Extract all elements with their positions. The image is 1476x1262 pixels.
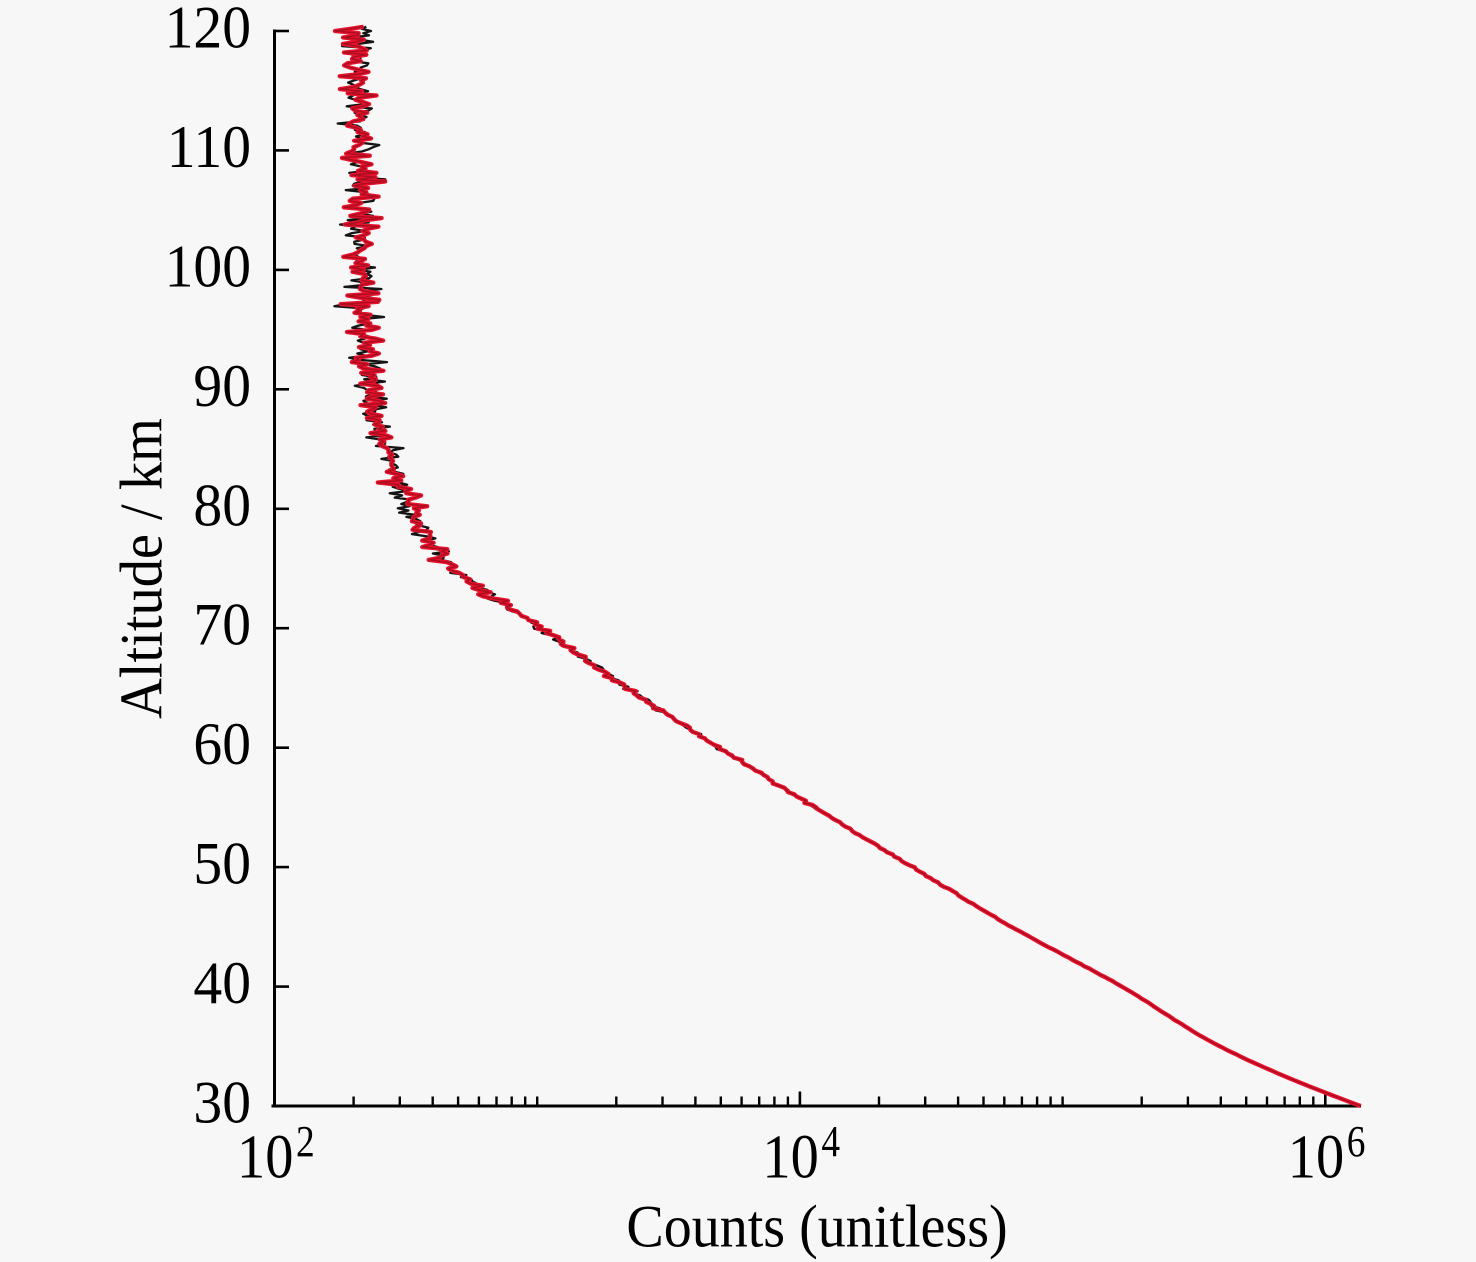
svg-text:10: 10 — [762, 1122, 818, 1191]
svg-text:90: 90 — [193, 353, 251, 419]
svg-text:100: 100 — [165, 233, 251, 299]
svg-text:4: 4 — [821, 1117, 840, 1165]
svg-text:10: 10 — [1288, 1122, 1344, 1191]
svg-text:6: 6 — [1347, 1117, 1366, 1165]
svg-text:120: 120 — [165, 0, 251, 61]
svg-text:2: 2 — [296, 1117, 315, 1165]
svg-text:70: 70 — [193, 592, 251, 658]
svg-text:50: 50 — [193, 831, 251, 897]
svg-text:110: 110 — [167, 114, 251, 180]
svg-text:30: 30 — [193, 1069, 251, 1135]
svg-text:Altitude / km: Altitude / km — [108, 418, 175, 719]
svg-text:60: 60 — [193, 711, 251, 777]
svg-text:10: 10 — [237, 1122, 293, 1191]
svg-text:80: 80 — [193, 472, 251, 538]
svg-text:40: 40 — [193, 950, 251, 1016]
svg-text:Counts (unitless): Counts (unitless) — [626, 1193, 1007, 1260]
